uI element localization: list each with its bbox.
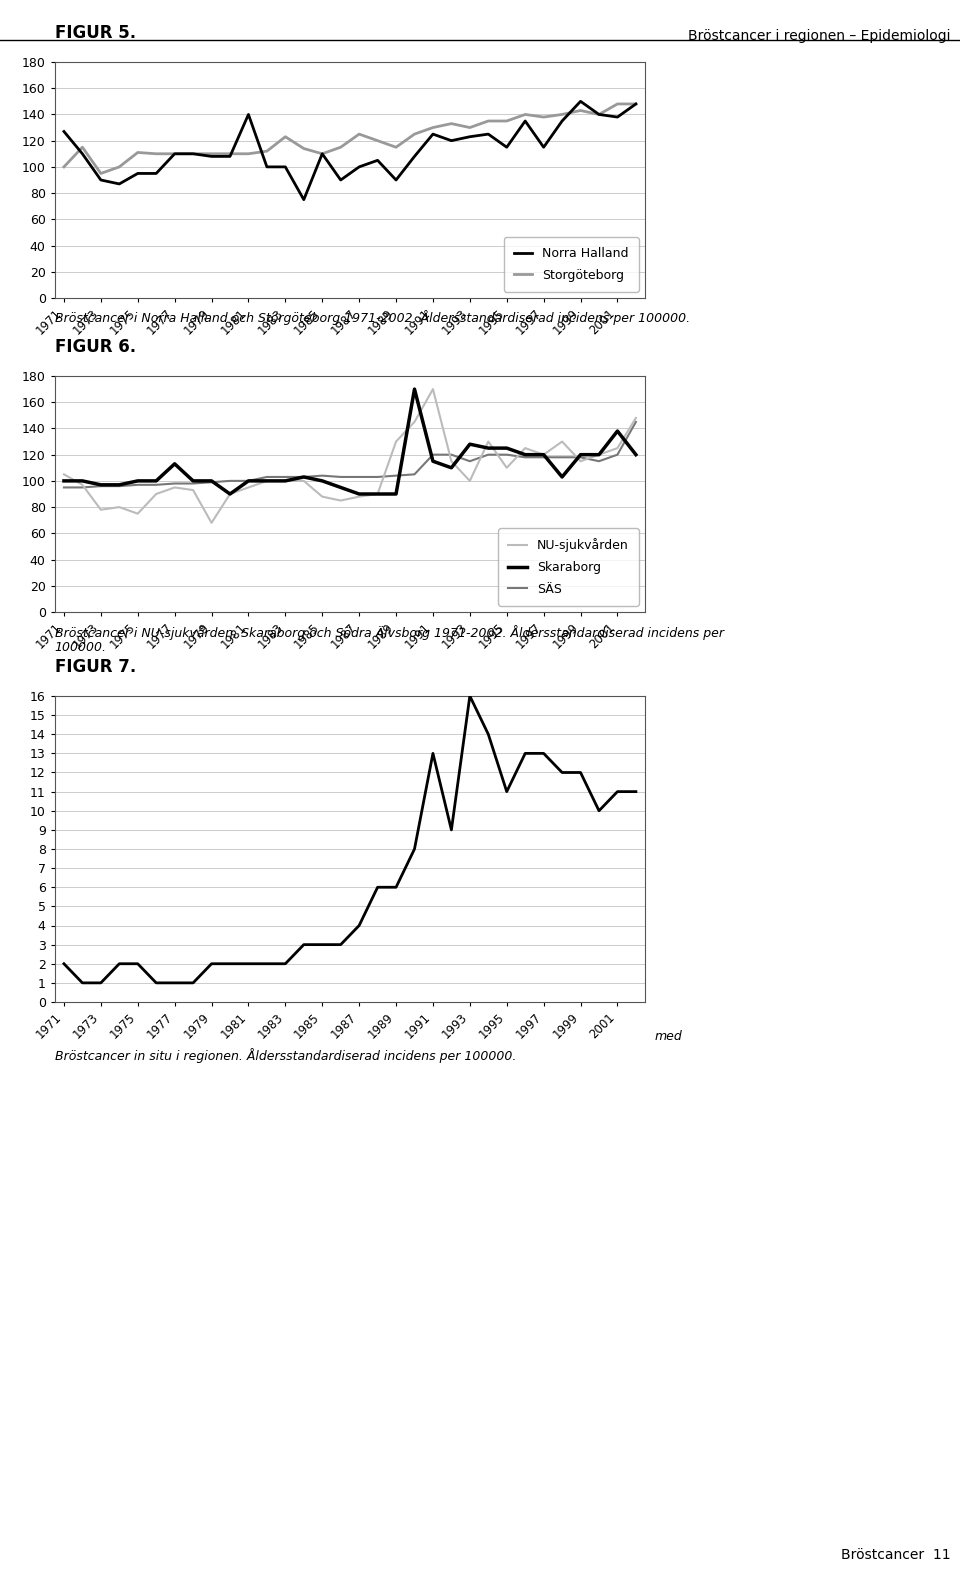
Text: FIGUR 5.: FIGUR 5. xyxy=(55,24,136,43)
Text: 100000.: 100000. xyxy=(55,640,107,655)
Text: FIGUR 7.: FIGUR 7. xyxy=(55,658,136,677)
Legend: Norra Halland, Storgöteborg: Norra Halland, Storgöteborg xyxy=(504,237,638,292)
Text: med: med xyxy=(655,1029,683,1043)
Text: FIGUR 6.: FIGUR 6. xyxy=(55,338,136,356)
Text: Bröstcancer i Norra Halland och Storgöteborg 1971-2002. Åldersstandardiserad inc: Bröstcancer i Norra Halland och Storgöte… xyxy=(55,310,690,326)
Text: Bröstcancer i NU-sjukvården, Skaraborg och Södra Älvsborg 1971-2002. Åldersstand: Bröstcancer i NU-sjukvården, Skaraborg o… xyxy=(55,624,724,640)
Text: Bröstcancer i regionen – Epidemiologi: Bröstcancer i regionen – Epidemiologi xyxy=(688,28,950,43)
Legend: NU-sjukvården, Skaraborg, SÄS: NU-sjukvården, Skaraborg, SÄS xyxy=(498,528,638,606)
Text: Bröstcancer in situ i regionen. Åldersstandardiserad incidens per 100000.: Bröstcancer in situ i regionen. Åldersst… xyxy=(55,1048,516,1062)
Text: Bröstcancer  11: Bröstcancer 11 xyxy=(841,1548,950,1562)
